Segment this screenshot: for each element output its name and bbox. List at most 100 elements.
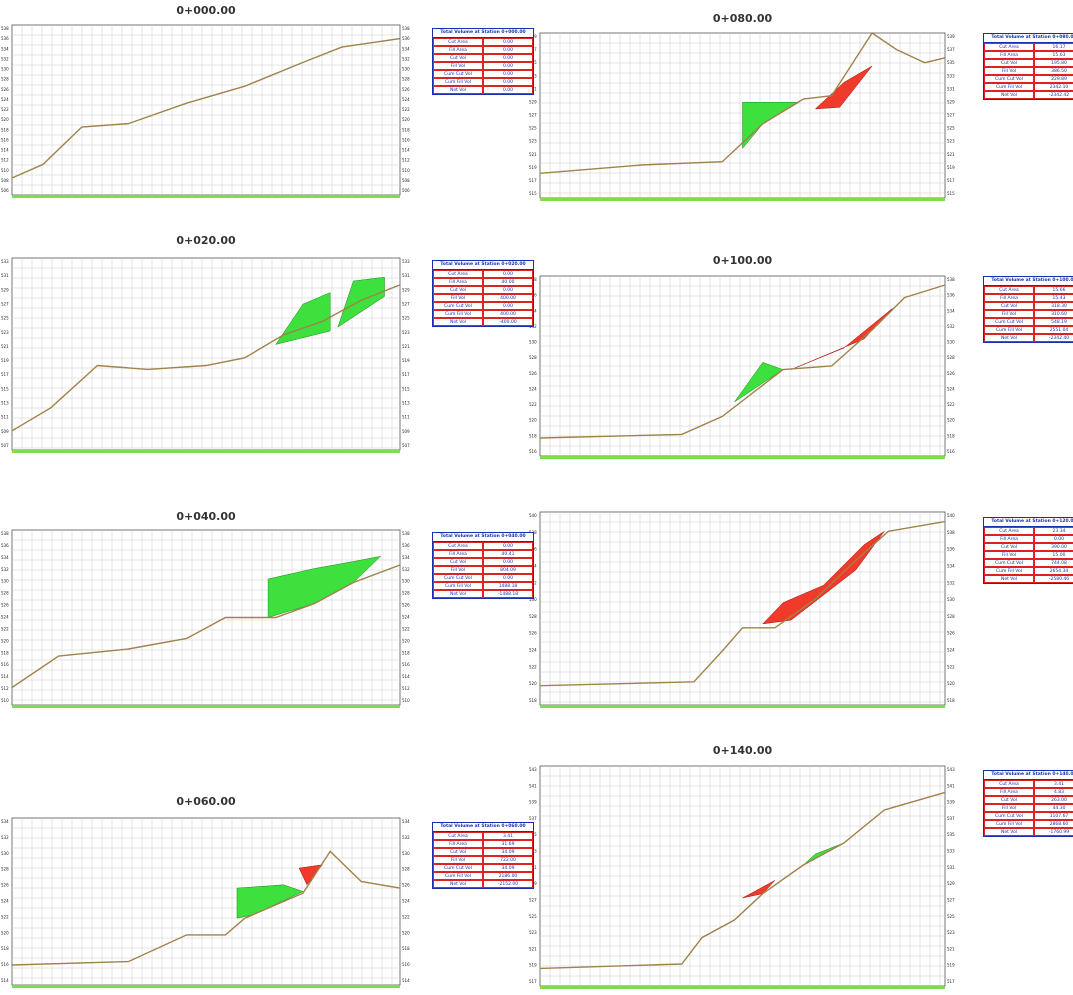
elevation-label: 530 <box>529 340 537 345</box>
elevation-label: 506 <box>402 188 410 193</box>
cell-value: 229.89 <box>1034 75 1073 83</box>
elevation-label: 521 <box>529 946 537 951</box>
elevation-label: 517 <box>1 372 9 377</box>
table-header: Total Volume at Station 0+080.00 <box>984 34 1073 43</box>
cell-value: 400.00 <box>483 294 533 302</box>
elevation-label: 520 <box>529 418 537 423</box>
elevation-label: 524 <box>402 899 410 904</box>
elevation-label: 528 <box>1 77 9 82</box>
cell-value: 44.30 <box>1034 804 1073 812</box>
elevation-label: 526 <box>1 87 9 92</box>
elevation-label: 536 <box>947 547 955 552</box>
elevation-label: 511 <box>402 415 410 420</box>
elevation-label: 516 <box>402 962 410 967</box>
table-row: Cum Cut Vol 229.89 <box>984 75 1073 83</box>
elevation-label: 519 <box>1 358 9 363</box>
table-row: Net Vol -2152.00 <box>433 880 533 888</box>
table-row: Cut Area 0.00 <box>433 38 533 46</box>
cell-label: Cut Area <box>433 270 483 278</box>
elevation-label: 513 <box>1 401 9 406</box>
cell-value: 15.43 <box>1034 294 1073 302</box>
cell-value: 0.00 <box>483 286 533 294</box>
table-row: Fill Vol 310.60 <box>984 310 1073 318</box>
cell-value: 0.00 <box>483 54 533 62</box>
cell-label: Fill Area <box>984 788 1034 796</box>
cell-value: 2868.60 <box>1034 820 1073 828</box>
ground-line <box>11 564 401 689</box>
elevation-label: 510 <box>402 698 410 703</box>
elevation-label: 539 <box>947 34 955 39</box>
elevation-label: 516 <box>402 662 410 667</box>
cell-label: Cut Area <box>433 38 483 46</box>
cell-value: 40.41 <box>483 550 533 558</box>
elevation-label: 528 <box>529 614 537 619</box>
table-row: Cum Fill Vol 0.00 <box>433 78 533 86</box>
table-row: Cum Fill Vol 400.00 <box>433 310 533 318</box>
elevation-label: 532 <box>402 56 410 61</box>
cell-label: Fill Vol <box>433 566 483 574</box>
elevation-label: 520 <box>947 418 955 423</box>
table-row: Cum Cut Vol 34.09 <box>433 864 533 872</box>
elevation-label: 519 <box>947 165 955 170</box>
table-row: Cum Fill Vol 2551.04 <box>984 326 1073 334</box>
elevation-label: 517 <box>402 372 410 377</box>
cell-label: Cum Cut Vol <box>984 318 1034 326</box>
elevation-label: 518 <box>1 946 9 951</box>
section-frame <box>11 24 401 196</box>
cell-value: 0.00 <box>483 62 533 70</box>
elevation-label: 524 <box>947 386 955 391</box>
cell-value: 0.00 <box>483 558 533 566</box>
cell-label: Cum Cut Vol <box>984 75 1034 83</box>
cell-label: Cut Vol <box>433 54 483 62</box>
elevation-label: 530 <box>402 579 410 584</box>
elevation-label: 512 <box>402 158 410 163</box>
table-row: Net Vol 0.00 <box>433 86 533 94</box>
table-header: Total Volume at Station 0+000.00 <box>433 29 533 38</box>
elevation-label: 518 <box>1 127 9 132</box>
station-strip <box>12 195 400 198</box>
ground-line <box>11 37 401 179</box>
cell-value: 15.00 <box>1034 551 1073 559</box>
cell-value: 16.17 <box>1034 43 1073 51</box>
elevation-label: 539 <box>947 800 955 805</box>
station-strip <box>540 456 945 459</box>
cell-value: 0.00 <box>483 302 533 310</box>
elevation-label: 521 <box>529 152 537 157</box>
ground-line <box>539 520 946 687</box>
elevation-label: 533 <box>947 73 955 78</box>
elevation-label: 538 <box>402 26 410 31</box>
elevation-label: 533 <box>1 259 9 264</box>
elevation-label: 522 <box>1 914 9 919</box>
table-row: Net Vol -2342.40 <box>984 334 1073 342</box>
table-row: Cut Vol 263.00 <box>984 796 1073 804</box>
cell-label: Cut Vol <box>433 848 483 856</box>
elevation-label: 515 <box>402 386 410 391</box>
table-row: Cum Cut Vol 1107.67 <box>984 812 1073 820</box>
elevation-label: 543 <box>947 767 955 772</box>
table-row: Cum Cut Vol 744.08 <box>984 559 1073 567</box>
fill-area <box>337 276 385 328</box>
cell-value: 15.66 <box>1034 286 1073 294</box>
table-row: Fill Area 15.63 <box>984 51 1073 59</box>
elevation-label: 510 <box>1 168 9 173</box>
elevation-label: 530 <box>1 579 9 584</box>
station-strip <box>540 198 945 201</box>
cell-label: Fill Area <box>984 51 1034 59</box>
cell-value: 2186.00 <box>483 872 533 880</box>
elevation-label: 530 <box>947 597 955 602</box>
table-row: Cum Fill Vol 2342.10 <box>984 83 1073 91</box>
fill-area <box>275 292 331 345</box>
fill-area <box>734 362 784 403</box>
cell-value: 0.00 <box>483 270 533 278</box>
elevation-label: 535 <box>947 60 955 65</box>
volume-table: Total Volume at Station 0+020.00 Cut Area… <box>432 260 534 327</box>
elevation-label: 526 <box>947 371 955 376</box>
elevation-label: 528 <box>402 77 410 82</box>
elevation-label: 534 <box>1 819 9 824</box>
elevation-label: 522 <box>947 664 955 669</box>
cell-value: 0.00 <box>483 78 533 86</box>
elevation-label: 520 <box>1 930 9 935</box>
cell-value: 23.34 <box>1034 527 1073 535</box>
elevation-label: 525 <box>947 914 955 919</box>
cell-value: -2342.40 <box>1034 334 1073 342</box>
